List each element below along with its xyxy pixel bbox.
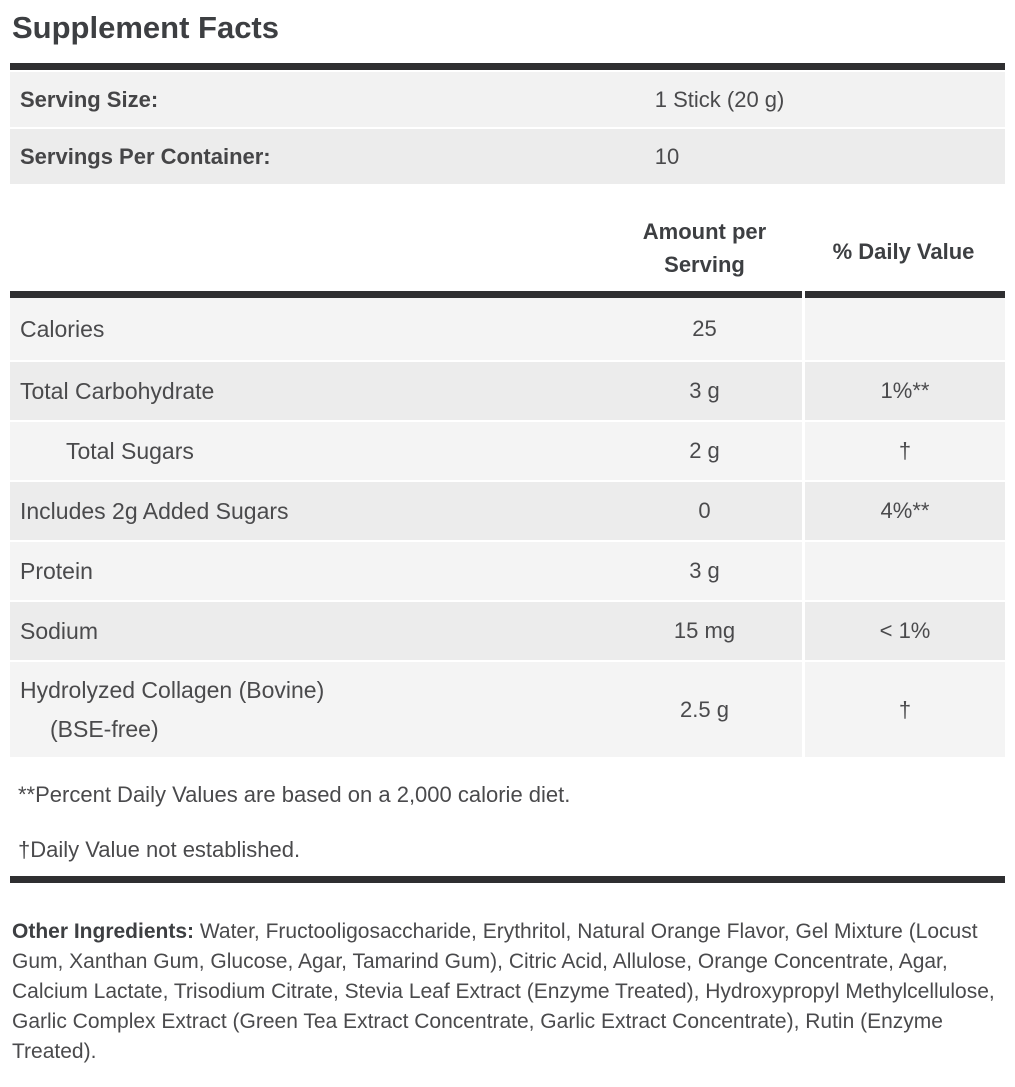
serving-info-label: Serving Size: <box>20 86 159 112</box>
nutrient-name-cell: Total Sugars <box>10 422 607 480</box>
nutrient-name: Sodium <box>20 617 98 644</box>
nutrient-daily-value: < 1% <box>802 602 1005 660</box>
divider-top <box>10 63 1005 70</box>
supplement-facts-panel: Supplement Facts Serving Size: 1 Stick (… <box>0 10 1015 1067</box>
serving-info-value: 1 Stick (20 g) <box>654 86 785 112</box>
serving-info-value: 10 <box>654 143 680 169</box>
divider-header-left-segment <box>10 291 802 298</box>
daily-value-header: % Daily Value <box>832 239 975 264</box>
divider-header-right-segment <box>802 291 1005 298</box>
nutrient-name-cell: Hydrolyzed Collagen (Bovine) (BSE-free) <box>10 662 607 757</box>
nutrient-daily-value <box>802 542 1005 600</box>
divider-bottom <box>10 876 1005 883</box>
nutrient-name-cell: Total Carbohydrate <box>10 362 607 420</box>
table-row: Total Carbohydrate 3 g 1%** <box>10 362 1005 420</box>
amount-per-serving-header: Amount per Serving <box>642 219 767 277</box>
nutrient-name: Includes 2g Added Sugars <box>20 497 289 524</box>
nutrient-name: Total Carbohydrate <box>20 377 215 404</box>
footnotes-section: **Percent Daily Values are based on a 2,… <box>10 781 1005 864</box>
table-row: Sodium 15 mg < 1% <box>10 602 1005 660</box>
serving-info-row: Servings Per Container: 10 <box>10 129 1005 184</box>
nutrient-daily-value: 1%** <box>802 362 1005 420</box>
table-row: Total Sugars 2 g † <box>10 422 1005 480</box>
nutrient-amount: 15 mg <box>673 618 736 643</box>
nutrient-name-line2: (BSE-free) <box>50 715 159 742</box>
table-row: Includes 2g Added Sugars 0 4%** <box>10 482 1005 540</box>
nutrient-amount: 0 <box>698 498 711 523</box>
nutrient-name: Hydrolyzed Collagen (Bovine) <box>20 676 325 703</box>
other-ingredients-text: Water, Fructooligosaccharide, Erythritol… <box>12 920 995 1063</box>
table-row: Protein 3 g <box>10 542 1005 600</box>
table-header-row: Amount per Serving % Daily Value <box>10 184 1005 291</box>
nutrient-name-cell: Includes 2g Added Sugars <box>10 482 607 540</box>
serving-info-section: Serving Size: 1 Stick (20 g) Servings Pe… <box>10 72 1005 184</box>
footnote: **Percent Daily Values are based on a 2,… <box>18 782 571 807</box>
nutrient-amount: 25 <box>692 316 717 341</box>
nutrient-daily-value: 4%** <box>802 482 1005 540</box>
other-ingredients-label: Other Ingredients: <box>12 920 195 943</box>
table-row: Calories 25 <box>10 298 1005 360</box>
page-title: Supplement Facts <box>12 10 279 45</box>
nutrient-name-cell: Calories <box>10 298 607 360</box>
nutrient-name-cell: Protein <box>10 542 607 600</box>
table-row: Hydrolyzed Collagen (Bovine) (BSE-free) … <box>10 662 1005 757</box>
nutrient-name: Calories <box>20 315 105 342</box>
nutrient-amount: 3 g <box>689 378 720 403</box>
nutrient-name: Total Sugars <box>66 437 194 464</box>
nutrient-name-cell: Sodium <box>10 602 607 660</box>
serving-info-row: Serving Size: 1 Stick (20 g) <box>10 72 1005 127</box>
nutrient-daily-value: † <box>802 422 1005 480</box>
nutrient-amount: 3 g <box>689 558 720 583</box>
nutrient-name: Protein <box>20 557 93 584</box>
nutrient-daily-value <box>802 298 1005 360</box>
nutrient-amount: 2.5 g <box>680 696 729 722</box>
nutrient-daily-value: † <box>802 662 1005 757</box>
footnote: †Daily Value not established. <box>18 837 301 862</box>
nutrient-table-body: Calories 25 Total Carbohydrate 3 g 1%** … <box>10 298 1005 757</box>
divider-header <box>10 291 1005 298</box>
serving-info-label: Servings Per Container: <box>20 143 271 169</box>
nutrient-amount: 2 g <box>689 438 720 463</box>
other-ingredients-paragraph: Other Ingredients: Water, Fructooligosac… <box>12 917 1003 1067</box>
